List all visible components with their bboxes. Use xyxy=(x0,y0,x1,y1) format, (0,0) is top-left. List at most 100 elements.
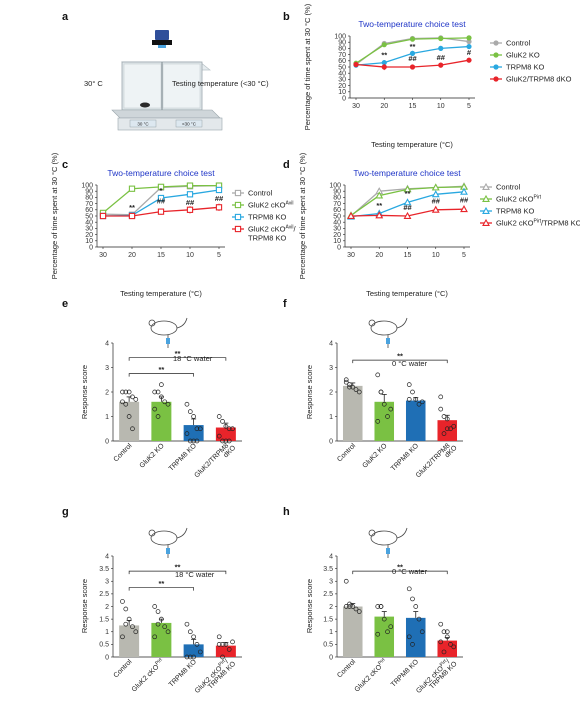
individual-point xyxy=(152,389,158,395)
individual-point xyxy=(126,414,132,419)
individual-point xyxy=(410,389,415,395)
legend-label: GluK2 cKOAvil xyxy=(248,201,293,210)
y-tick-label: 10 xyxy=(338,89,346,96)
y-tick-label: 0 xyxy=(329,438,333,445)
individual-point xyxy=(388,624,394,630)
individual-point xyxy=(130,426,135,432)
plate-left-readout: 30 °C xyxy=(137,122,149,127)
data-point xyxy=(215,186,223,194)
individual-point xyxy=(162,624,168,630)
significance-bracket xyxy=(352,570,448,575)
category-label-text: GluK2 cKO xyxy=(131,663,161,693)
legend-label-sup: Pirt xyxy=(534,219,542,225)
individual-point xyxy=(226,438,232,444)
mouse-ear xyxy=(148,319,156,327)
bar xyxy=(405,617,426,657)
x-tick-label: 5 xyxy=(217,252,221,259)
significance-mark: ** xyxy=(158,365,164,374)
y-tick-label: 60 xyxy=(338,58,346,65)
y-axis-label: Percentage of time spent at 30 °C (%) xyxy=(303,3,312,130)
data-point xyxy=(466,35,472,41)
legend-marker xyxy=(234,225,242,233)
data-point xyxy=(438,62,444,68)
individual-point xyxy=(126,616,132,622)
mouse-icon xyxy=(148,527,188,558)
individual-point xyxy=(220,654,225,660)
mouse-ear xyxy=(148,529,156,537)
water-drop xyxy=(166,548,170,554)
data-point xyxy=(403,185,412,193)
data-point xyxy=(186,182,194,189)
panel-label-d: d xyxy=(283,159,290,171)
category-label: Control xyxy=(336,658,357,679)
legend-marker xyxy=(482,218,490,226)
mouse-ear xyxy=(368,319,376,327)
significance-mark: ** xyxy=(397,352,403,361)
y-tick-label: 80 xyxy=(338,46,346,53)
y-axis-label: Response score xyxy=(305,365,314,419)
x-tick-label: 5 xyxy=(462,252,466,259)
y-tick-label: 40 xyxy=(333,220,341,227)
individual-point xyxy=(406,586,412,592)
legend-marker xyxy=(493,40,499,46)
data-point xyxy=(157,194,165,202)
mouse-icon xyxy=(368,527,408,558)
y-tick-label: 0 xyxy=(329,654,333,661)
bar xyxy=(151,622,172,657)
data-point xyxy=(375,191,384,199)
individual-point xyxy=(197,649,203,655)
x-tick-label: 30 xyxy=(99,252,107,259)
legend-label-base: TRPM8 KO xyxy=(496,207,535,216)
panel-label-h: h xyxy=(283,506,290,518)
individual-point xyxy=(216,642,222,647)
data-point xyxy=(438,35,444,42)
legend-marker xyxy=(482,206,490,214)
individual-point xyxy=(356,609,362,614)
category-label-text: GluK2/TRPM8 xyxy=(193,442,230,479)
significance-mark: ** xyxy=(175,563,181,572)
significance-mark: ** xyxy=(405,189,411,198)
legend-label-sup: Avil xyxy=(286,225,294,231)
individual-point xyxy=(381,616,387,622)
individual-point xyxy=(184,401,190,407)
individual-point xyxy=(438,639,444,645)
y-tick-label: 10 xyxy=(85,238,93,245)
stimulus-label: 18 °C water xyxy=(175,570,215,579)
x-tick-label: 10 xyxy=(432,252,440,259)
significance-mark: ## xyxy=(157,197,166,206)
individual-point xyxy=(448,642,453,647)
individual-point xyxy=(223,423,229,429)
category-label: TRPM8 KO xyxy=(390,442,421,473)
data-point xyxy=(409,50,416,56)
significance-mark: ** xyxy=(175,349,181,358)
legend-label-sup: Avil xyxy=(286,201,294,207)
significance-bracket xyxy=(352,359,448,364)
category-label: GluK2 cKOPirt xyxy=(352,657,389,694)
individual-point xyxy=(343,604,349,609)
panel-g: g 18 °C water 0 0.5 1 1.5 2 2.5 3 3.5 4 Response sc… xyxy=(62,506,242,695)
y-tick-label: 80 xyxy=(333,195,341,202)
category-label-sup: Pirt xyxy=(217,658,227,668)
category-label: TRPM8 KO xyxy=(168,658,199,689)
y-tick-label: 1 xyxy=(329,414,333,421)
individual-point xyxy=(410,596,415,602)
y-tick-label: 50 xyxy=(338,64,346,71)
individual-point xyxy=(220,642,225,647)
y-tick-label: 40 xyxy=(85,220,93,227)
y-tick-label: 30 xyxy=(85,226,93,233)
legend-label-base: GluK2 cKO xyxy=(496,219,534,228)
y-tick-label: 60 xyxy=(333,207,341,214)
individual-point xyxy=(194,438,200,444)
individual-point xyxy=(133,397,139,402)
y-tick-label: 3 xyxy=(105,579,109,586)
data-point xyxy=(460,205,468,213)
individual-point xyxy=(159,382,164,387)
y-tick-label: 100 xyxy=(329,182,341,189)
plate-base: 30 °C <30 °C xyxy=(111,109,223,131)
y-tick-label: 3 xyxy=(329,365,333,372)
category-label-sup: Pirt xyxy=(377,657,387,667)
individual-point xyxy=(350,604,356,609)
